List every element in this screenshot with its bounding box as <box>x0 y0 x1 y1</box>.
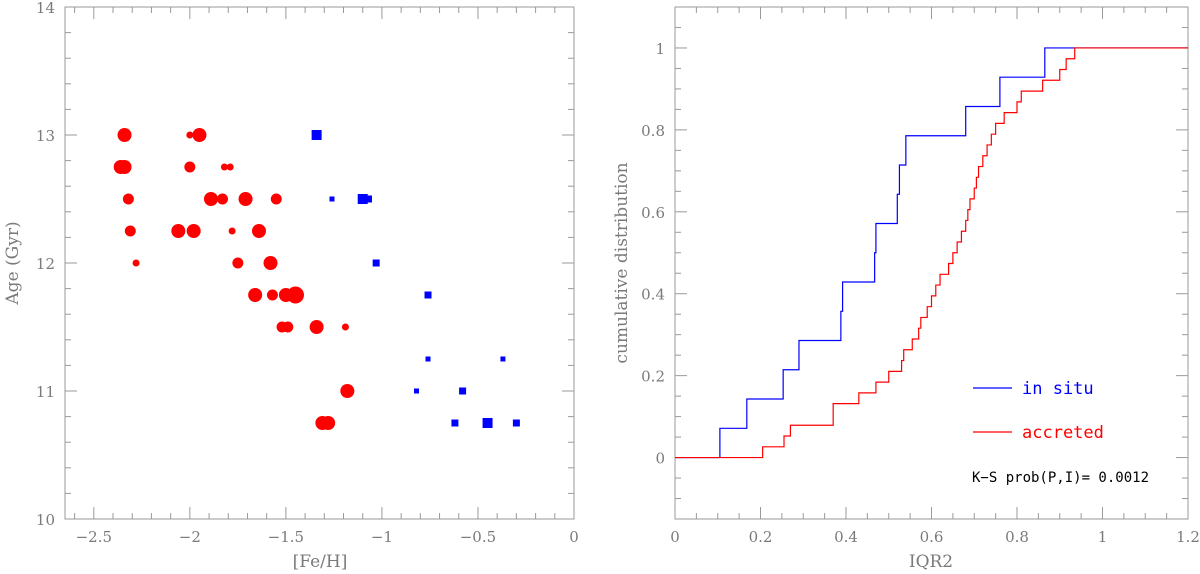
left-y-tick-label: 11 <box>36 383 55 401</box>
left-data-points <box>113 128 520 430</box>
scatter-point <box>186 224 201 238</box>
scatter-point <box>248 288 263 302</box>
scatter-point <box>424 291 432 299</box>
scatter-point <box>122 193 134 205</box>
right-tick-labels: 0 0.2 0.4 0.6 0.8 1 1.2 0 0.2 0.4 0.6 0.8 1 <box>641 40 1200 546</box>
right-x-tick-label: 0.4 <box>834 528 858 546</box>
scatter-point <box>192 128 207 142</box>
cdf-line-accreted <box>675 47 1188 459</box>
right-cdf-plot: 0 0.2 0.4 0.6 0.8 1 1.2 0 0.2 0.4 0.6 0.8 1 IQR2 cum… <box>612 6 1200 572</box>
scatter-point <box>364 195 372 203</box>
right-cdf-lines <box>675 47 1188 459</box>
scatter-point <box>132 259 140 267</box>
scatter-point <box>372 259 380 267</box>
cdf-line-in-situ <box>675 47 1188 459</box>
left-x-tick-label: −1 <box>371 528 393 546</box>
scatter-point <box>186 131 194 139</box>
scatter-point <box>217 193 229 205</box>
right-x-axis-label: IQR2 <box>909 552 953 572</box>
legend-label-in-situ: in situ <box>1022 379 1094 399</box>
right-y-tick-label: 0.8 <box>641 122 665 140</box>
left-axis-ticks <box>65 6 575 520</box>
scatter-point <box>451 419 459 427</box>
scatter-point <box>220 163 228 171</box>
left-x-tick-label: −2.5 <box>76 528 112 546</box>
scatter-point <box>171 224 186 238</box>
ks-annotation: K−S prob(P,I)= 0.0012 <box>972 470 1149 486</box>
scatter-point <box>226 163 234 171</box>
scatter-point <box>413 388 419 394</box>
right-y-tick-label: 0.4 <box>641 286 665 304</box>
scatter-point <box>500 356 506 362</box>
scatter-point <box>329 196 335 202</box>
left-x-tick-label: −1.5 <box>268 528 304 546</box>
scatter-point <box>309 320 324 334</box>
right-y-tick-label: 0.2 <box>641 368 665 386</box>
scatter-point <box>117 160 132 174</box>
scatter-point <box>321 416 336 430</box>
right-x-tick-label: 0.8 <box>1005 528 1029 546</box>
right-y-tick-label: 0 <box>655 450 665 468</box>
legend-label-accreted: accreted <box>1022 423 1104 443</box>
scatter-point <box>238 192 253 206</box>
scatter-point <box>184 161 196 173</box>
scatter-point <box>482 418 493 428</box>
scatter-point <box>270 193 282 205</box>
scatter-point <box>512 419 520 427</box>
right-y-axis-label: cumulative distribution <box>612 162 632 363</box>
scatter-point <box>251 224 266 238</box>
scatter-point <box>357 194 368 204</box>
right-x-tick-label: 0.6 <box>920 528 944 546</box>
scatter-point <box>311 130 322 140</box>
right-x-tick-label: 0.2 <box>749 528 773 546</box>
left-plot-frame <box>64 6 575 520</box>
scatter-point <box>228 227 236 235</box>
scatter-point <box>124 225 136 237</box>
left-y-tick-label: 10 <box>36 511 55 529</box>
right-x-tick-label: 0 <box>670 528 680 546</box>
right-y-tick-label: 1 <box>655 40 665 58</box>
scatter-point <box>425 356 431 362</box>
scatter-point <box>263 256 278 270</box>
scatter-point <box>117 128 132 142</box>
scatter-point <box>282 321 294 333</box>
left-tick-labels: −2.5 −2 −1.5 −1 −0.5 0 10 11 12 13 14 <box>36 0 579 546</box>
left-scatter-plot: −2.5 −2 −1.5 −1 −0.5 0 10 11 12 13 14 [Fe/H] Age (… <box>3 0 579 572</box>
right-plot-frame <box>674 6 1189 520</box>
scatter-point <box>340 384 355 398</box>
left-y-axis-label: Age (Gyr) <box>3 221 23 305</box>
scatter-point <box>459 387 467 395</box>
left-y-tick-label: 12 <box>36 255 55 273</box>
scatter-point <box>341 323 349 331</box>
scatter-point <box>232 257 244 269</box>
scatter-point <box>286 286 304 304</box>
left-x-tick-label: −2 <box>179 528 201 546</box>
scatter-point <box>266 289 278 301</box>
left-y-tick-label: 13 <box>36 127 55 145</box>
right-axis-ticks <box>674 6 1189 520</box>
right-x-tick-label: 1 <box>1098 528 1108 546</box>
scatter-point <box>203 192 218 206</box>
right-y-tick-label: 0.6 <box>641 204 665 222</box>
left-x-tick-label: 0 <box>569 528 579 546</box>
left-x-axis-label: [Fe/H] <box>293 552 348 572</box>
legend: in situ accreted <box>973 379 1104 443</box>
right-x-tick-label: 1.2 <box>1176 528 1200 546</box>
left-y-tick-label: 14 <box>36 0 55 17</box>
left-x-tick-label: −0.5 <box>460 528 496 546</box>
